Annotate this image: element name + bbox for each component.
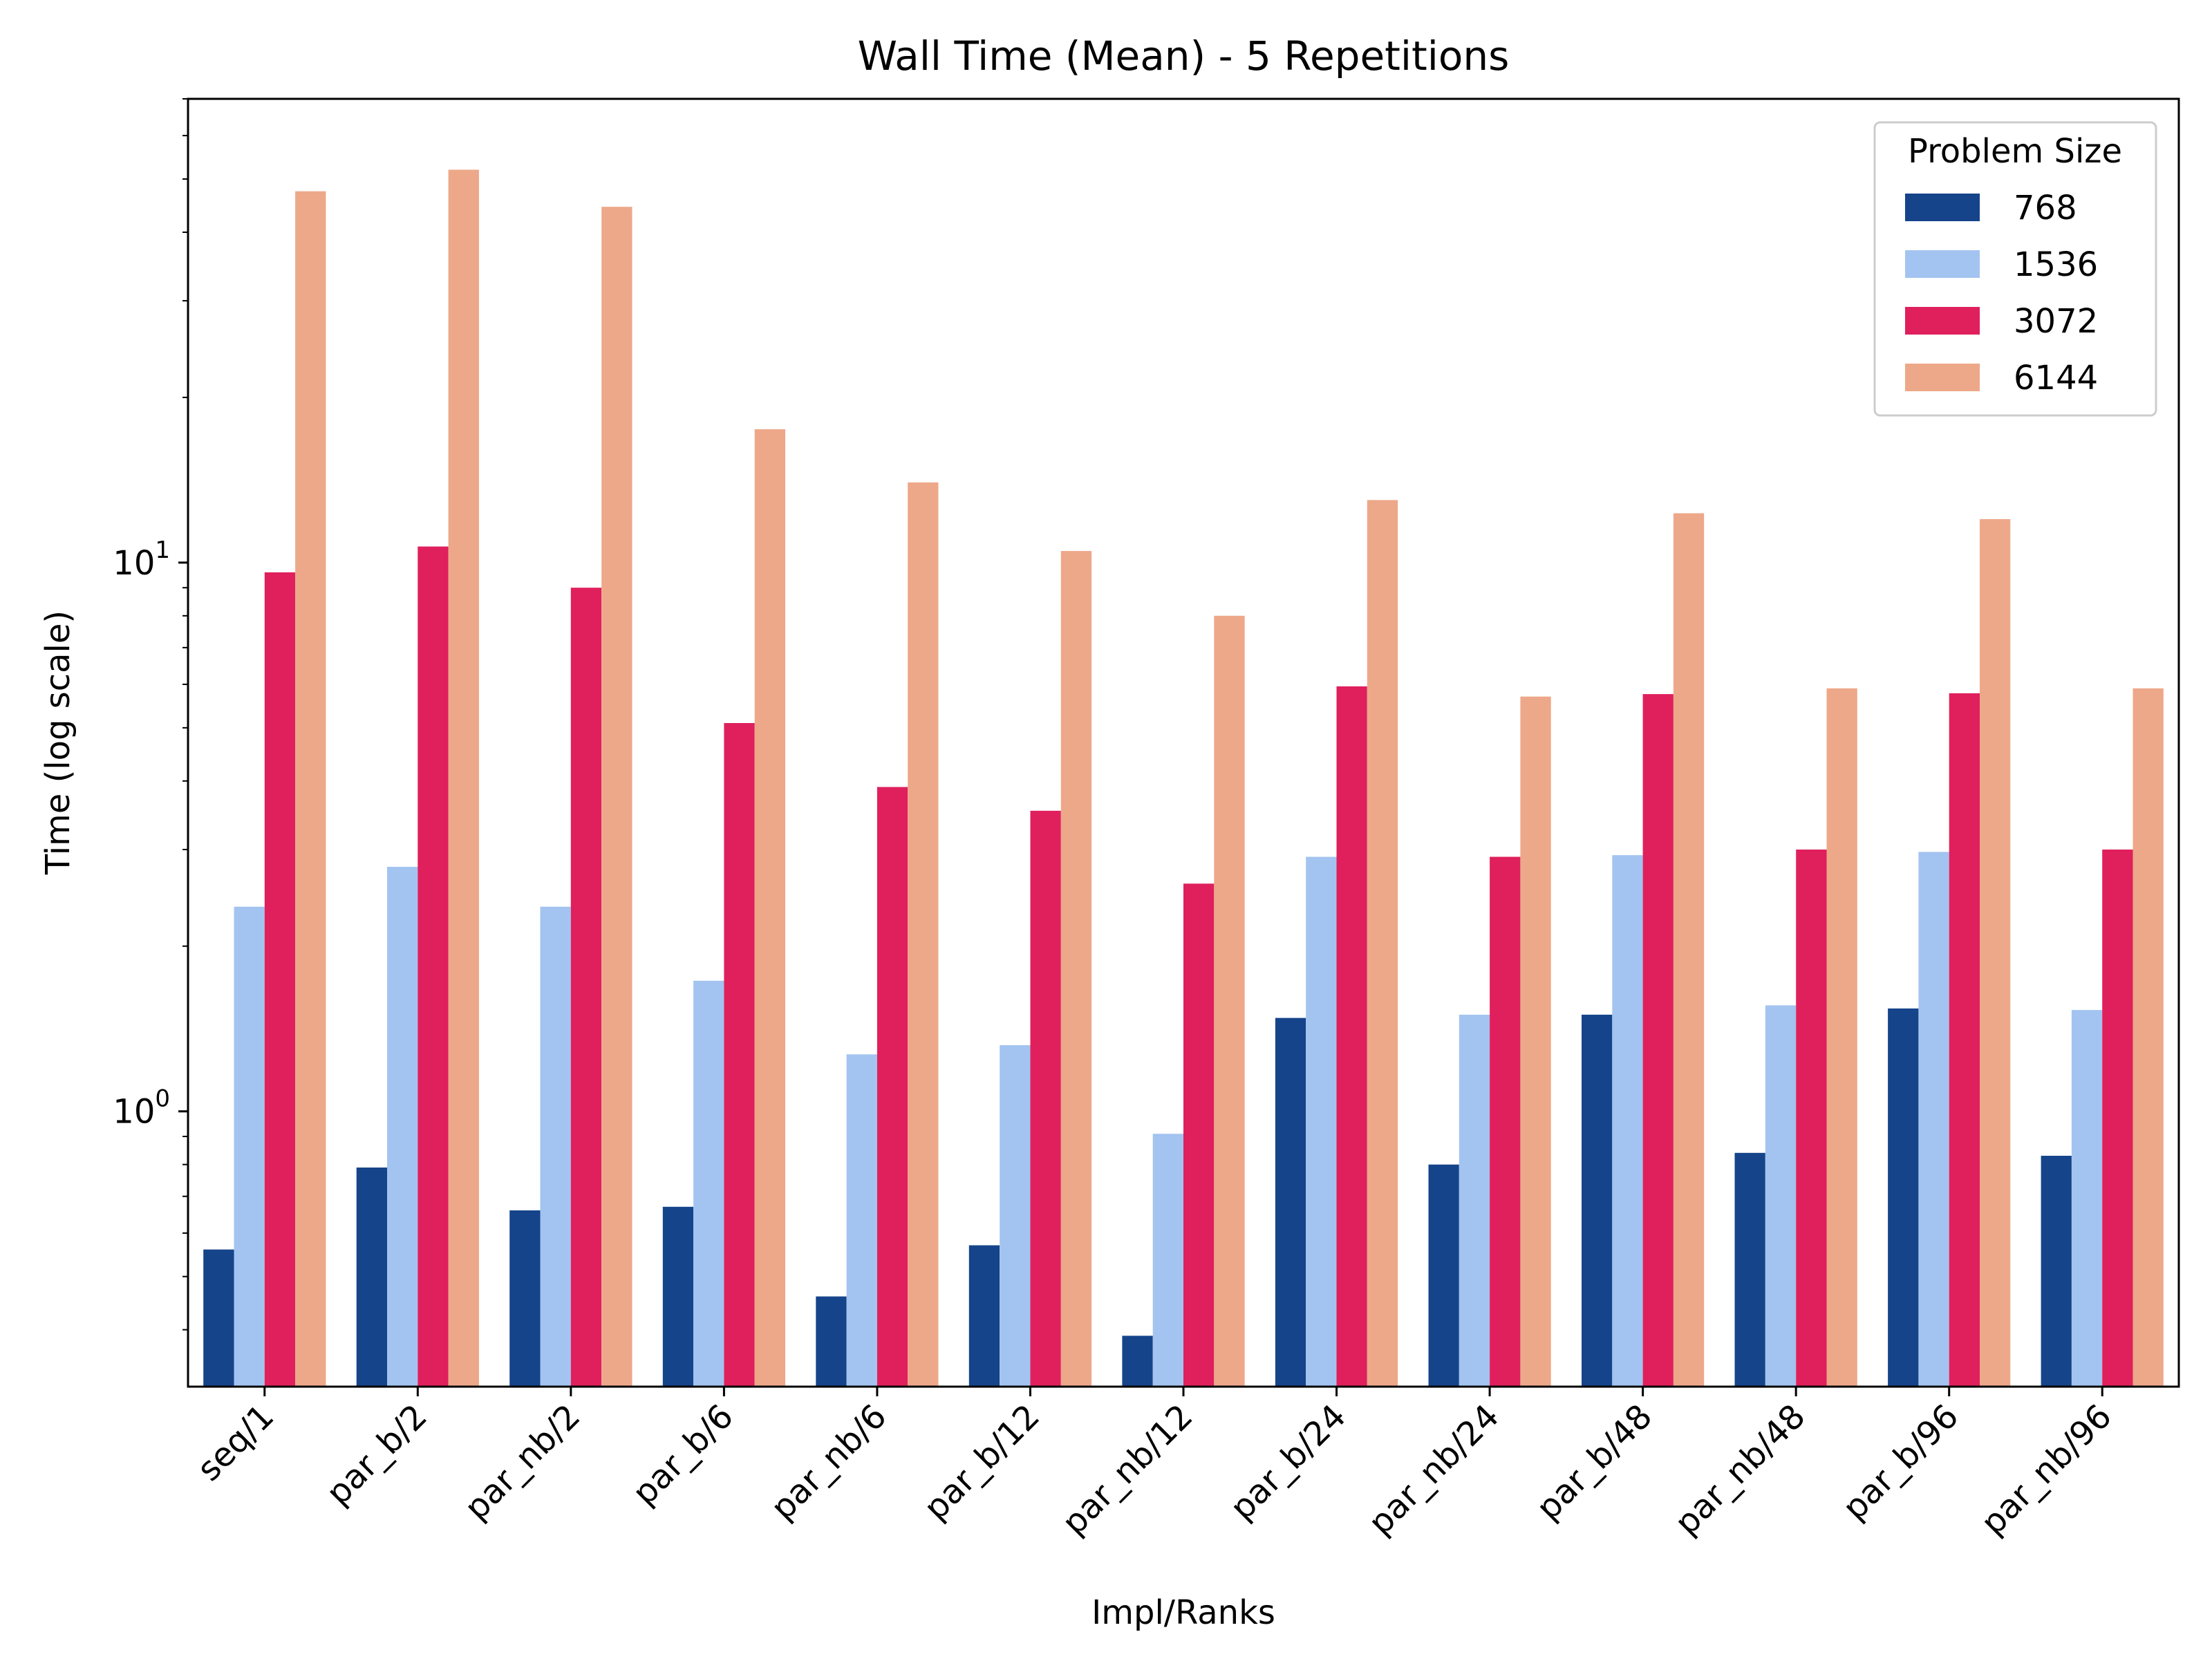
bar-par_b/48-768 xyxy=(1582,1014,1613,1387)
bar-par_nb/48-1536 xyxy=(1765,1005,1797,1387)
bar-seq/1-6144 xyxy=(295,191,326,1387)
bar-par_nb/48-6144 xyxy=(1826,688,1857,1387)
legend: Problem Size 768 1536 3072 6144 xyxy=(1873,121,2157,417)
bar-par_b/6-6144 xyxy=(754,429,785,1387)
bar-par_b/48-6144 xyxy=(1673,513,1705,1387)
bar-par_nb/12-3072 xyxy=(1183,883,1215,1387)
bar-par_nb/48-3072 xyxy=(1796,850,1827,1387)
x-tick-label: par_nb/24 xyxy=(1361,1397,1507,1543)
bar-par_b/96-768 xyxy=(1888,1008,1919,1387)
bar-par_b/12-768 xyxy=(968,1245,1000,1387)
x-tick-label: par_b/48 xyxy=(1529,1397,1660,1528)
bar-par_nb/2-3072 xyxy=(570,588,602,1387)
bar-par_b/2-768 xyxy=(356,1168,387,1387)
bar-par_nb/96-768 xyxy=(2041,1156,2072,1387)
legend-label-6144: 6144 xyxy=(2014,359,2098,397)
x-tick-label: par_b/24 xyxy=(1223,1397,1353,1528)
bar-par_nb/2-1536 xyxy=(540,906,571,1387)
bar-par_b/96-6144 xyxy=(1980,519,2011,1387)
x-tick-label: par_nb/48 xyxy=(1667,1397,1813,1543)
bar-par_nb/24-3072 xyxy=(1490,856,1521,1387)
bar-seq/1-768 xyxy=(203,1249,234,1387)
legend-title: Problem Size xyxy=(1908,132,2122,171)
bar-par_nb/6-6144 xyxy=(908,482,939,1387)
bar-par_b/24-3072 xyxy=(1336,686,1367,1387)
bar-par_nb/96-1536 xyxy=(2071,1010,2103,1387)
bar-par_b/24-6144 xyxy=(1367,500,1398,1387)
bar-par_nb/2-6144 xyxy=(601,207,632,1387)
bar-par_b/12-1536 xyxy=(1000,1045,1031,1387)
bar-seq/1-3072 xyxy=(264,572,296,1387)
bar-par_nb/48-768 xyxy=(1734,1152,1765,1387)
x-tick-label: par_b/12 xyxy=(917,1397,1047,1528)
y-tick-label: 100 xyxy=(113,1085,170,1132)
bar-par_b/48-1536 xyxy=(1612,855,1643,1387)
bar-par_nb/6-1536 xyxy=(846,1054,877,1387)
bar-par_nb/6-768 xyxy=(816,1296,847,1387)
legend-swatch-3072 xyxy=(1905,307,1980,335)
legend-label-3072: 3072 xyxy=(2014,302,2098,341)
y-tick-label: 101 xyxy=(113,536,170,583)
bar-par_b/12-6144 xyxy=(1060,551,1092,1387)
x-tick-label: par_b/6 xyxy=(625,1397,740,1512)
bars-group xyxy=(203,169,2164,1387)
bar-par_b/2-6144 xyxy=(448,169,479,1387)
legend-swatch-6144 xyxy=(1905,364,1980,391)
bar-par_nb/2-768 xyxy=(509,1210,541,1387)
x-axis-ticks: seq/1 par_b/2 par_nb/2 par_b/6 par_nb/6 par_b… xyxy=(190,1387,2119,1542)
legend-swatch-1536 xyxy=(1905,250,1980,278)
legend-label-1536: 1536 xyxy=(2014,245,2098,284)
x-tick-label: par_nb/96 xyxy=(1974,1397,2119,1543)
bar-par_nb/24-768 xyxy=(1428,1164,1459,1387)
bar-par_nb/6-3072 xyxy=(877,787,908,1387)
legend-label-768: 768 xyxy=(2014,189,2077,227)
x-tick-label: par_nb/6 xyxy=(763,1397,894,1528)
bar-par_b/2-1536 xyxy=(387,867,418,1387)
bar-par_b/96-1536 xyxy=(1918,852,1949,1387)
legend-items: 768 1536 3072 6144 xyxy=(1905,189,2098,397)
x-tick-label: par_nb/2 xyxy=(457,1397,588,1528)
bar-par_b/24-1536 xyxy=(1306,856,1337,1387)
bar-par_nb/96-3072 xyxy=(2102,850,2133,1387)
y-axis-label: Time (log scale) xyxy=(39,610,77,875)
bar-par_nb/12-768 xyxy=(1122,1335,1153,1387)
bar-par_nb/12-1536 xyxy=(1152,1134,1183,1387)
bar-par_b/2-3072 xyxy=(418,546,449,1387)
x-tick-label: par_nb/12 xyxy=(1055,1397,1201,1543)
bar-par_nb/24-6144 xyxy=(1520,696,1551,1387)
bar-par_nb/24-1536 xyxy=(1459,1014,1490,1387)
bar-seq/1-1536 xyxy=(234,906,265,1387)
bar-par_b/48-3072 xyxy=(1642,694,1674,1387)
x-tick-label: par_b/2 xyxy=(319,1397,434,1512)
bar-par_b/6-1536 xyxy=(693,980,724,1387)
bar-par_b/6-3072 xyxy=(724,723,755,1387)
bar-par_b/24-768 xyxy=(1275,1018,1306,1387)
x-axis-label: Impl/Ranks xyxy=(1091,1593,1275,1632)
bar-par_b/12-3072 xyxy=(1030,810,1061,1387)
plot-frame xyxy=(187,97,2180,1388)
chart-title: Wall Time (Mean) - 5 Repetitions xyxy=(858,32,1510,79)
x-tick-label: par_b/96 xyxy=(1835,1397,1966,1528)
bar-par_nb/96-6144 xyxy=(2133,688,2164,1387)
x-tick-label: seq/1 xyxy=(190,1397,282,1489)
y-axis-ticks: 100 101 xyxy=(113,98,188,1331)
bar-par_b/96-3072 xyxy=(1949,693,1980,1387)
bar-par_nb/12-6144 xyxy=(1214,615,1245,1387)
legend-swatch-768 xyxy=(1905,194,1980,221)
bar-par_b/6-768 xyxy=(662,1206,694,1387)
